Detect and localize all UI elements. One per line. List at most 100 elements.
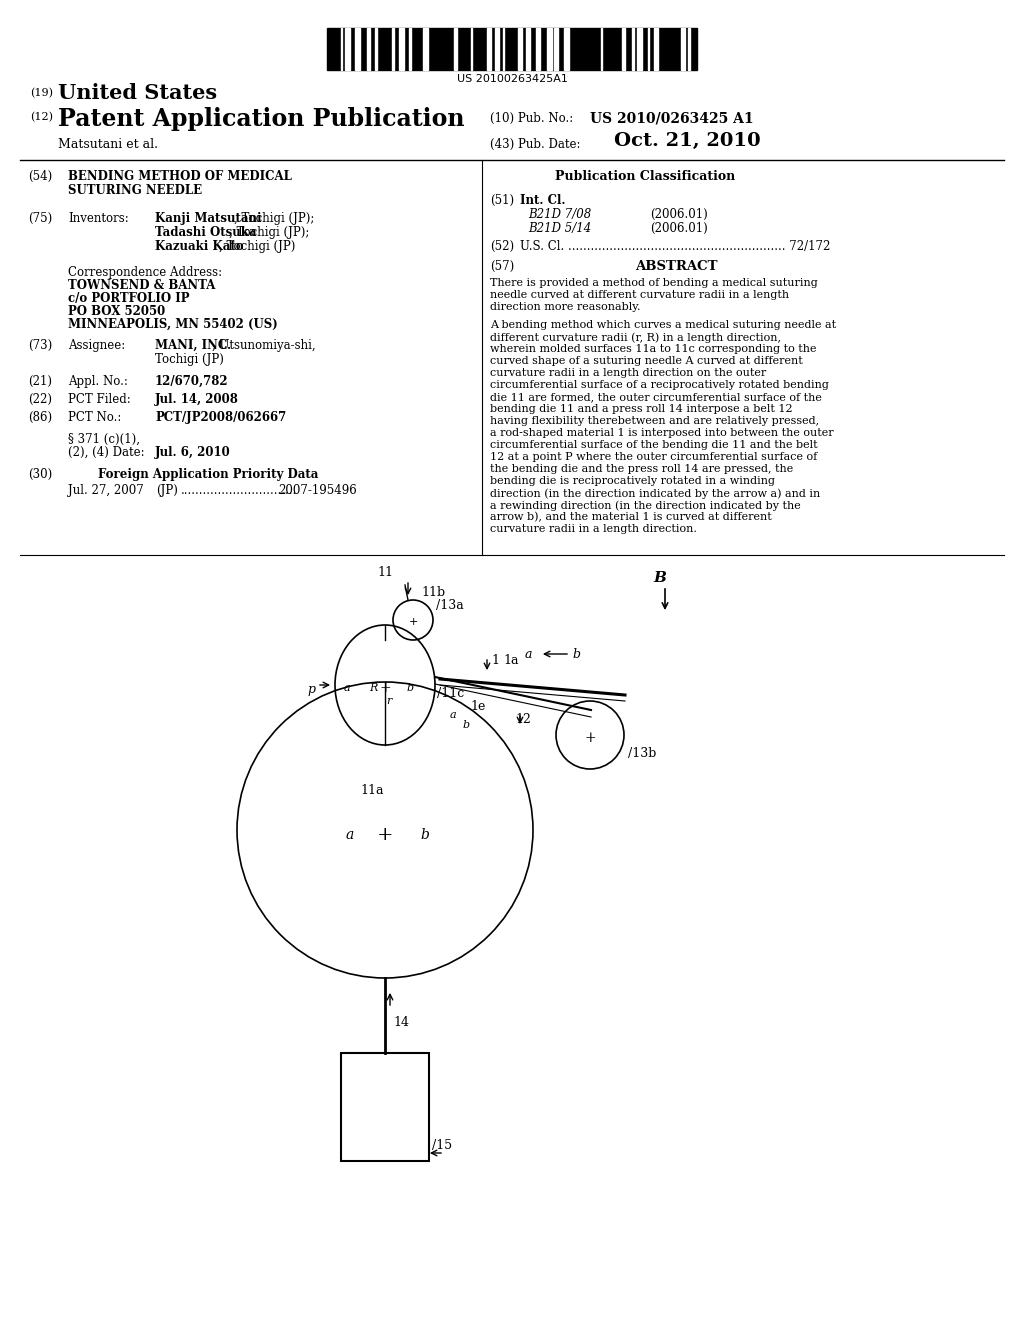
Bar <box>637 28 642 70</box>
Bar <box>327 28 697 70</box>
Text: Matsutani et al.: Matsutani et al. <box>58 139 158 150</box>
Text: Patent Application Publication: Patent Application Publication <box>58 107 465 131</box>
Bar <box>554 28 558 70</box>
Text: (43) Pub. Date:: (43) Pub. Date: <box>490 139 581 150</box>
Bar <box>564 28 569 70</box>
Text: (30): (30) <box>28 469 52 480</box>
Text: B21D 7/08: B21D 7/08 <box>528 209 591 220</box>
Text: A bending method which curves a medical suturing needle at: A bending method which curves a medical … <box>490 319 837 330</box>
Text: b: b <box>463 719 470 730</box>
Text: curvature radii in a length direction.: curvature radii in a length direction. <box>490 524 697 535</box>
Text: a: a <box>524 648 532 660</box>
Text: /15: /15 <box>432 1139 453 1152</box>
Text: (57): (57) <box>490 260 514 273</box>
Text: MINNEAPOLIS, MN 55402 (US): MINNEAPOLIS, MN 55402 (US) <box>68 318 278 331</box>
Text: TOWNSEND & BANTA: TOWNSEND & BANTA <box>68 279 215 292</box>
Bar <box>688 28 690 70</box>
Text: United States: United States <box>58 83 217 103</box>
Text: BENDING METHOD OF MEDICAL: BENDING METHOD OF MEDICAL <box>68 170 292 183</box>
Text: Jul. 27, 2007: Jul. 27, 2007 <box>68 484 143 498</box>
Text: Correspondence Address:: Correspondence Address: <box>68 267 222 279</box>
Text: 14: 14 <box>393 1016 409 1030</box>
Text: There is provided a method of bending a medical suturing: There is provided a method of bending a … <box>490 279 818 288</box>
Text: (51): (51) <box>490 194 514 207</box>
Text: (54): (54) <box>28 170 52 183</box>
Text: PCT No.:: PCT No.: <box>68 411 122 424</box>
Text: Kazuaki Kato: Kazuaki Kato <box>155 240 244 253</box>
Bar <box>487 28 490 70</box>
Text: , Tochigi (JP): , Tochigi (JP) <box>218 240 295 253</box>
Text: Oct. 21, 2010: Oct. 21, 2010 <box>614 132 761 150</box>
Text: R: R <box>369 682 377 693</box>
Text: a: a <box>450 710 457 719</box>
Text: b: b <box>421 828 429 842</box>
Bar <box>526 28 530 70</box>
Text: /13a: /13a <box>436 598 464 611</box>
Text: Appl. No.:: Appl. No.: <box>68 375 128 388</box>
Bar <box>423 28 428 70</box>
Text: a: a <box>343 682 350 693</box>
Text: Tadashi Otsuka: Tadashi Otsuka <box>155 226 256 239</box>
Text: , Utsunomiya-shi,: , Utsunomiya-shi, <box>212 339 315 352</box>
Text: Tochigi (JP): Tochigi (JP) <box>155 352 224 366</box>
Text: (JP): (JP) <box>156 484 178 498</box>
Text: (73): (73) <box>28 339 52 352</box>
Text: , Tochigi (JP);: , Tochigi (JP); <box>229 226 309 239</box>
Text: the bending die and the press roll 14 are pressed, the: the bending die and the press roll 14 ar… <box>490 465 794 474</box>
Bar <box>654 28 658 70</box>
Text: bending die is reciprocatively rotated in a winding: bending die is reciprocatively rotated i… <box>490 477 775 486</box>
Text: 1: 1 <box>490 653 499 667</box>
Bar <box>392 28 394 70</box>
Bar <box>547 28 552 70</box>
Text: 1e: 1e <box>470 700 485 713</box>
Text: 12 at a point P where the outer circumferential surface of: 12 at a point P where the outer circumfe… <box>490 451 817 462</box>
Text: SUTURING NEEDLE: SUTURING NEEDLE <box>68 183 202 197</box>
Text: Int. Cl.: Int. Cl. <box>520 194 565 207</box>
Text: (75): (75) <box>28 213 52 224</box>
Text: a: a <box>346 828 354 842</box>
Bar <box>367 28 370 70</box>
Text: Jul. 14, 2008: Jul. 14, 2008 <box>155 393 239 407</box>
Text: +: + <box>377 826 393 843</box>
Text: Inventors:: Inventors: <box>68 213 129 224</box>
Text: (52): (52) <box>490 240 514 253</box>
Text: US 20100263425A1: US 20100263425A1 <box>457 74 567 84</box>
Bar <box>375 28 377 70</box>
Text: Kanji Matsutani: Kanji Matsutani <box>155 213 261 224</box>
Text: bending die 11 and a press roll 14 interpose a belt 12: bending die 11 and a press roll 14 inter… <box>490 404 793 414</box>
Text: b: b <box>572 648 580 660</box>
Bar <box>622 28 625 70</box>
Text: PO BOX 52050: PO BOX 52050 <box>68 305 165 318</box>
Text: +: + <box>584 731 596 744</box>
Text: wherein molded surfaces 11a to 11c corresponding to the: wherein molded surfaces 11a to 11c corre… <box>490 345 816 354</box>
Text: arrow b), and the material 1 is curved at different: arrow b), and the material 1 is curved a… <box>490 512 772 523</box>
Text: PCT/JP2008/062667: PCT/JP2008/062667 <box>155 411 287 424</box>
Text: 11b: 11b <box>421 586 445 598</box>
Bar <box>632 28 634 70</box>
Text: c/o PORTFOLIO IP: c/o PORTFOLIO IP <box>68 292 189 305</box>
Text: Jul. 6, 2010: Jul. 6, 2010 <box>155 446 230 459</box>
Text: r: r <box>386 696 392 706</box>
Bar <box>355 28 360 70</box>
Text: p: p <box>307 684 315 697</box>
Text: U.S. Cl. .......................................................... 72/172: U.S. Cl. ...............................… <box>520 240 830 253</box>
Bar <box>536 28 540 70</box>
Text: a rod-shaped material 1 is interposed into between the outer: a rod-shaped material 1 is interposed in… <box>490 428 834 438</box>
Text: circumferential surface of a reciprocatively rotated bending: circumferential surface of a reciprocati… <box>490 380 828 389</box>
Bar <box>454 28 457 70</box>
Text: 12/670,782: 12/670,782 <box>155 375 228 388</box>
Text: direction (in the direction indicated by the arrow a) and in: direction (in the direction indicated by… <box>490 488 820 499</box>
Text: Foreign Application Priority Data: Foreign Application Priority Data <box>98 469 318 480</box>
Text: (10) Pub. No.:: (10) Pub. No.: <box>490 112 573 125</box>
Text: (2006.01): (2006.01) <box>650 209 708 220</box>
Bar <box>681 28 685 70</box>
Text: /11c: /11c <box>437 686 464 700</box>
Text: (86): (86) <box>28 411 52 424</box>
Text: B21D 5/14: B21D 5/14 <box>528 222 591 235</box>
Text: curvature radii in a length direction on the outer: curvature radii in a length direction on… <box>490 368 766 378</box>
Bar <box>495 28 499 70</box>
Text: (2), (4) Date:: (2), (4) Date: <box>68 446 144 459</box>
Text: 2007-195496: 2007-195496 <box>278 484 356 498</box>
Bar <box>518 28 522 70</box>
Text: curved shape of a suturing needle A curved at different: curved shape of a suturing needle A curv… <box>490 356 803 366</box>
